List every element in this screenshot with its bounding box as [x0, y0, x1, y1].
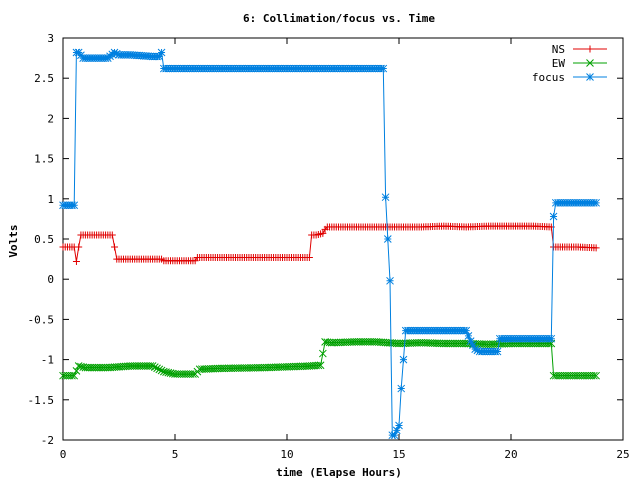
plot-frame [62, 37, 624, 441]
data-point-ew [316, 361, 325, 370]
data-point-focus [392, 426, 401, 435]
data-point-ew [148, 362, 157, 370]
data-point-focus [547, 334, 556, 343]
data-point-ns [72, 258, 80, 266]
data-point-focus [390, 431, 399, 440]
data-point-focus [112, 49, 121, 58]
y-tick-label: 3 [47, 32, 54, 45]
data-point-ns [319, 229, 327, 237]
legend-label-ew: EW [552, 57, 566, 70]
data-point-ew [70, 371, 79, 380]
y-tick-label: 0.5 [34, 233, 54, 246]
axes-layer: 0 5 10 15 20 25 3 2.5 2 1.5 1 0.5 0 -0.5 -1 -1.5 -2 [28, 32, 630, 461]
data-point-ns [108, 231, 116, 239]
y-tick-label: -2 [41, 434, 54, 447]
data-point-focus [549, 212, 558, 221]
series-layer [59, 48, 600, 440]
x-axis-label: time (Elapse Hours) [276, 466, 402, 479]
data-point-focus [462, 326, 471, 335]
data-point-focus [473, 346, 482, 355]
y-tick-label: -0.5 [28, 313, 55, 326]
data-point-focus [395, 421, 403, 430]
data-point-ns [75, 243, 83, 251]
data-point-ew [164, 368, 173, 377]
data-point-ew [189, 370, 197, 378]
data-point-ew [592, 371, 600, 380]
data-point-ew [77, 362, 85, 371]
y-tick-label: 2 [47, 112, 54, 125]
legend-label-ns: NS [552, 43, 565, 56]
data-point-focus [464, 332, 473, 340]
data-point-focus [379, 64, 388, 73]
data-point-ns [305, 253, 313, 261]
data-point-ew [318, 349, 327, 358]
data-point-focus [383, 235, 392, 243]
series-line-ns [63, 225, 597, 262]
y-tick-label: 0 [47, 273, 54, 286]
data-point-focus [110, 48, 119, 57]
data-point-focus [397, 384, 406, 393]
legend-marker-focus [586, 73, 594, 81]
data-point-focus [70, 201, 79, 210]
data-point-focus [155, 52, 164, 61]
data-point-ew [146, 362, 155, 370]
x-tick-label: 5 [172, 448, 179, 461]
data-point-ew [150, 363, 159, 372]
data-point-ns [592, 244, 600, 252]
data-point-ew [162, 368, 170, 376]
data-point-focus [466, 337, 475, 345]
data-point-focus [592, 198, 600, 207]
legend-marker-ns [586, 45, 594, 53]
data-point-ew [74, 362, 83, 370]
data-point-ew [166, 369, 175, 377]
data-point-focus [381, 193, 390, 202]
data-point-ns [111, 243, 119, 251]
y-tick-label: 1 [47, 193, 54, 206]
x-tick-label: 0 [60, 448, 67, 461]
y-tick-label: 2.5 [34, 72, 54, 85]
data-point-focus [469, 341, 477, 349]
data-point-focus [399, 355, 408, 364]
x-tick-label: 20 [504, 448, 517, 461]
data-point-focus [493, 347, 502, 356]
data-point-ew [590, 371, 598, 380]
data-point-focus [471, 345, 480, 354]
data-point-ew [155, 365, 164, 374]
y-tick-label: 1.5 [34, 153, 54, 166]
data-point-ew [153, 364, 161, 373]
x-tick-label: 25 [616, 448, 629, 461]
data-point-focus [157, 48, 166, 57]
y-tick-label: -1 [41, 354, 54, 367]
series-ew [59, 338, 600, 380]
series-line-focus [63, 50, 597, 436]
data-point-ew [159, 367, 168, 376]
data-point-focus [386, 276, 394, 285]
data-point-ew [157, 366, 166, 375]
series-focus [59, 48, 600, 440]
legend-label-focus: focus [532, 71, 565, 84]
x-tick-label: 10 [280, 448, 293, 461]
data-point-ew [314, 361, 323, 370]
chart-title: 6: Collimation/focus vs. Time [243, 12, 435, 25]
series-ns [59, 222, 600, 266]
legend-marker-ew [586, 59, 594, 67]
y-tick-label: -1.5 [28, 394, 55, 407]
x-tick-label: 15 [392, 448, 405, 461]
y-axis-label: Volts [7, 224, 20, 257]
